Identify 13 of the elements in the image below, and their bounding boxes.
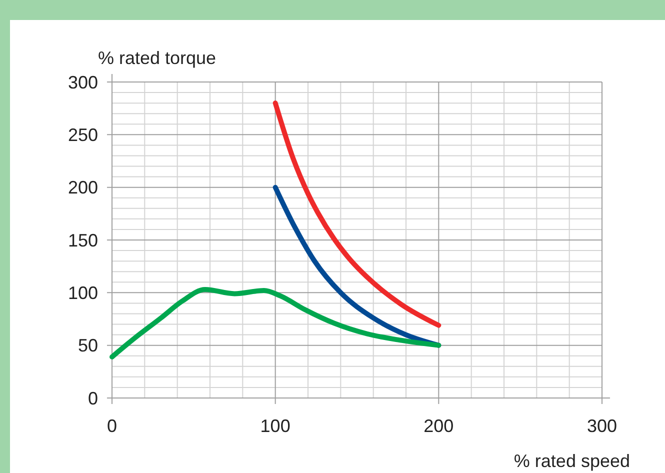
y-tick-label: 100 [68,282,98,303]
y-axis-title: % rated torque [98,48,216,68]
x-axis-title: % rated speed [514,451,630,471]
x-tick-label: 200 [424,416,454,436]
x-tick-label: 0 [106,416,118,436]
x-tick-label: 300 [586,416,618,436]
y-tick-label: 150 [68,230,98,250]
y-tick-label: 50 [78,336,98,356]
y-tick-label: 300 [68,72,98,92]
x-tick-label: 100 [260,416,290,436]
y-tick-label: 250 [68,124,98,145]
y-tick-label: 0 [88,388,98,408]
y-tick-label: 200 [68,178,98,198]
